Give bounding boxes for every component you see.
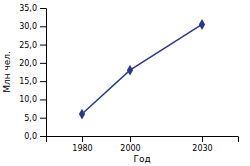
- marker: [79, 109, 85, 120]
- y-tick: 5,0: [24, 114, 46, 123]
- x-tick: 2000: [120, 136, 140, 153]
- x-tick: 2030: [192, 136, 212, 153]
- chart: 1980 2000 2030 0,0 5,0 10,0 15,0 20,0 25,0 30,0 35…: [0, 0, 250, 166]
- tick-mark: [40, 81, 46, 82]
- y-axis-title: Млн чел.: [2, 51, 12, 93]
- y-tick: 10,0: [19, 95, 46, 104]
- line: [82, 24, 202, 114]
- tick-label: 1980: [72, 144, 92, 153]
- y-tick: 30,0: [19, 22, 46, 31]
- tick-label: 25,0: [19, 41, 37, 50]
- tick-mark: [40, 8, 46, 9]
- y-tick: 20,0: [19, 59, 46, 68]
- y-tick: 35,0: [19, 4, 46, 13]
- tick-mark: [82, 136, 83, 142]
- tick-label: 15,0: [19, 77, 37, 86]
- tick-mark: [40, 118, 46, 119]
- tick-mark: [130, 136, 131, 142]
- tick-mark: [40, 99, 46, 100]
- x-tick: 1980: [72, 136, 92, 153]
- tick-label: 2030: [192, 144, 212, 153]
- tick-label: 20,0: [19, 59, 37, 68]
- tick-label: 2000: [120, 144, 140, 153]
- tick-mark: [40, 45, 46, 46]
- y-tick: 15,0: [19, 77, 46, 86]
- x-axis: 1980 2000 2030: [47, 136, 239, 153]
- marker: [199, 19, 205, 30]
- tick-mark: [202, 136, 203, 142]
- axis-line: [47, 137, 239, 143]
- tick-label: 35,0: [19, 4, 37, 13]
- plot: 1980 2000 2030 0,0 5,0 10,0 15,0 20,0 25,0 30,0 35…: [19, 4, 238, 153]
- tick-label: 0,0: [24, 132, 37, 141]
- tick-mark: [40, 63, 46, 64]
- y-axis: 0,0 5,0 10,0 15,0 20,0 25,0 30,0 35,0: [19, 4, 46, 141]
- axis-line: [40, 9, 47, 137]
- x-axis-title: Год: [133, 154, 150, 164]
- series: [79, 19, 205, 119]
- tick-label: 5,0: [24, 114, 37, 123]
- y-tick: 0,0: [24, 132, 46, 141]
- tick-mark: [40, 26, 46, 27]
- tick-mark: [40, 136, 46, 137]
- tick-label: 10,0: [19, 95, 37, 104]
- y-tick: 25,0: [19, 41, 46, 50]
- tick-label: 30,0: [19, 22, 37, 31]
- marker: [127, 65, 133, 76]
